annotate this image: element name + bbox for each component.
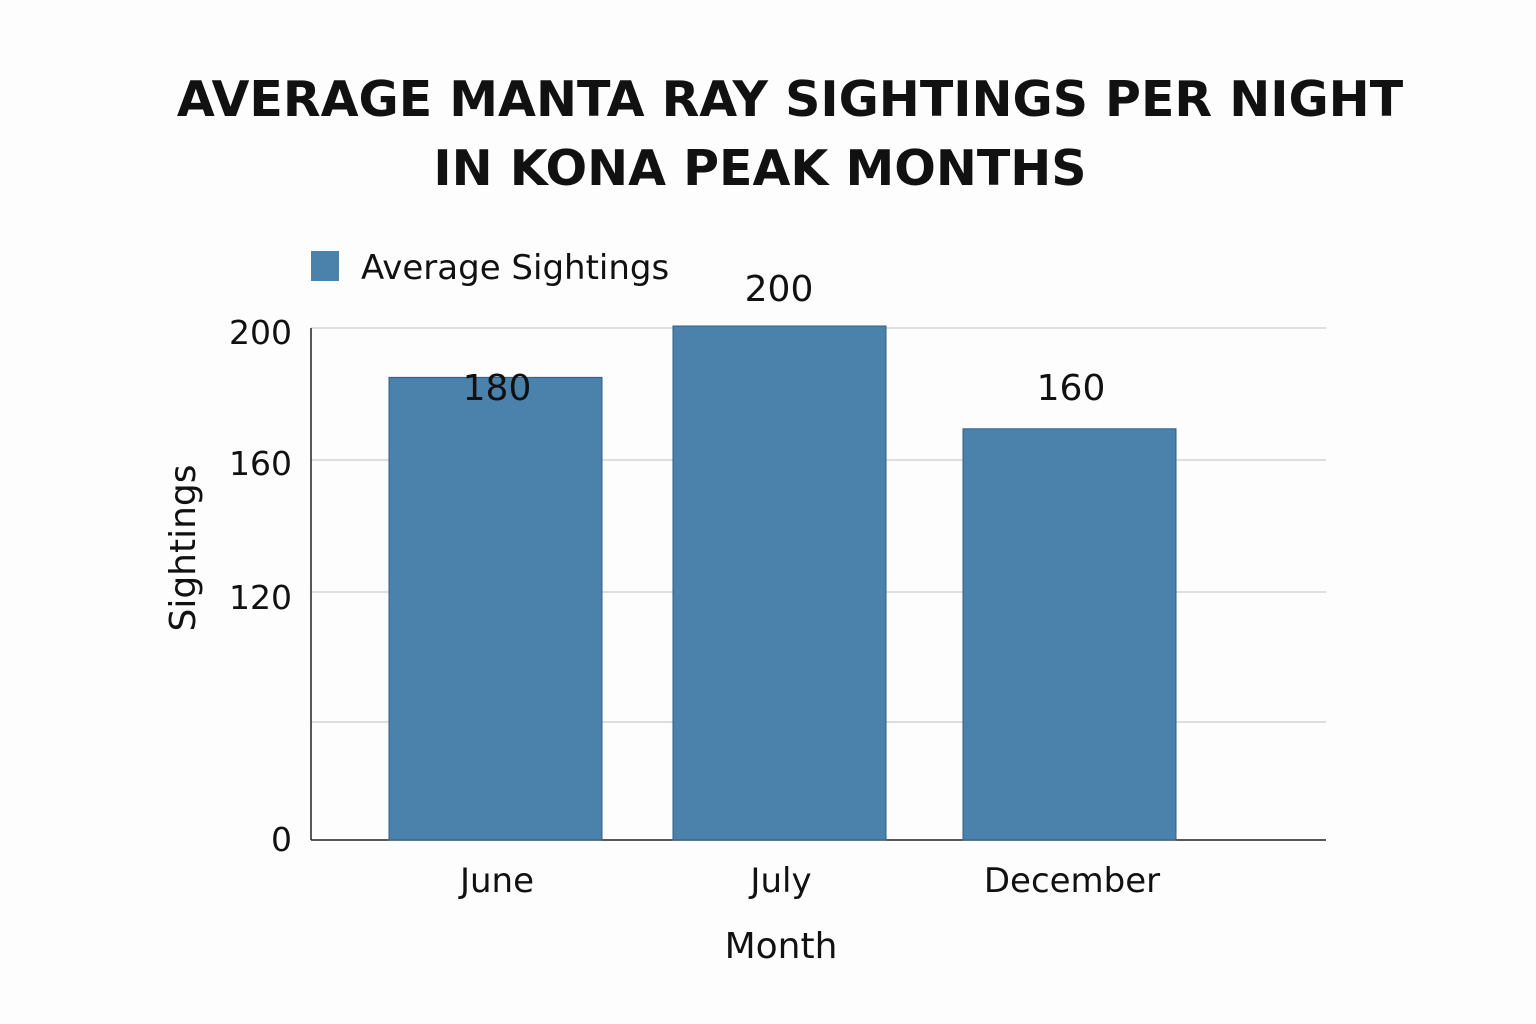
legend-swatch: [311, 251, 339, 281]
bar-june: [388, 376, 603, 841]
data-label-december: 160: [1037, 368, 1106, 409]
chart-title-line-2: IN KONA PEAK MONTHS: [433, 140, 1086, 197]
legend: Average Sightings: [311, 248, 669, 288]
y-axis-title: Sightings: [163, 464, 204, 631]
y-tick-label: 160: [229, 444, 292, 483]
x-category-label: July: [748, 861, 811, 901]
data-label-july: 200: [745, 269, 814, 310]
x-axis-title: Month: [725, 926, 838, 967]
bars: [388, 325, 1177, 841]
y-tick-label: 120: [229, 578, 292, 617]
y-tick-label: 0: [271, 820, 292, 859]
bar-july: [672, 325, 887, 841]
y-tick-label: 200: [229, 313, 292, 352]
chart-title-line-1: AVERAGE MANTA RAY SIGHTINGS PER NIGHT: [177, 71, 1404, 128]
x-category-label: June: [458, 861, 534, 901]
data-label-june: 180: [463, 368, 532, 409]
bar-december: [962, 428, 1177, 841]
legend-label: Average Sightings: [361, 248, 669, 288]
x-category-label: December: [984, 861, 1160, 901]
